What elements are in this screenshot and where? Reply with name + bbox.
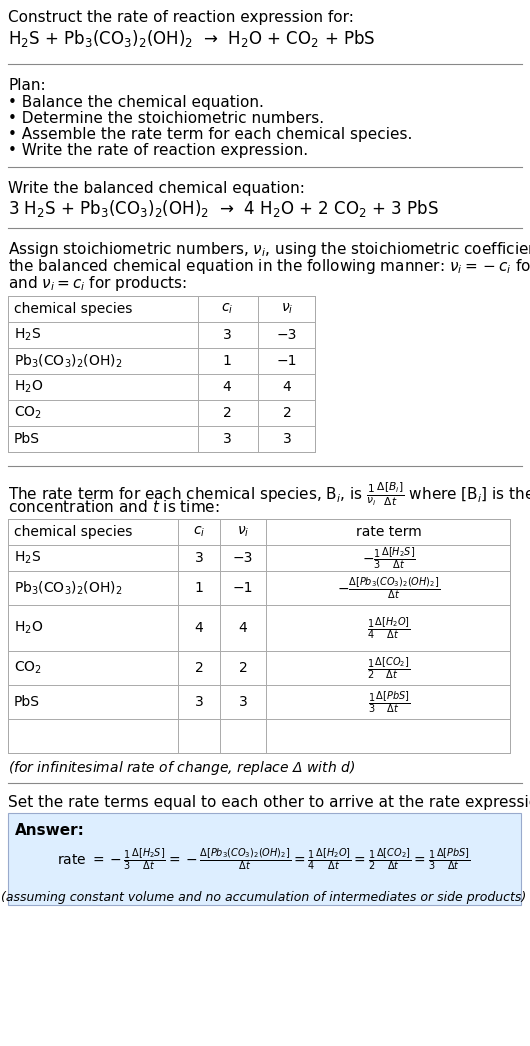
Text: H$_2$O: H$_2$O <box>14 620 43 636</box>
Text: $-\frac{\Delta[Pb_3(CO_3)_2(OH)_2]}{\Delta t}$: $-\frac{\Delta[Pb_3(CO_3)_2(OH)_2]}{\Del… <box>338 575 440 600</box>
Text: 2: 2 <box>223 406 232 420</box>
Text: PbS: PbS <box>14 432 40 446</box>
Text: $-\frac{1}{3}\frac{\Delta[H_2S]}{\Delta t}$: $-\frac{1}{3}\frac{\Delta[H_2S]}{\Delta … <box>362 545 416 571</box>
Text: rate term: rate term <box>356 525 422 539</box>
Text: rate $= -\frac{1}{3}\frac{\Delta[H_2S]}{\Delta t} = -\frac{\Delta[Pb_3(CO_3)_2(O: rate $= -\frac{1}{3}\frac{\Delta[H_2S]}{… <box>57 846 471 872</box>
Text: CO$_2$: CO$_2$ <box>14 405 42 422</box>
Text: H$_2$O: H$_2$O <box>14 379 43 395</box>
Text: −1: −1 <box>277 354 297 368</box>
Text: CO$_2$: CO$_2$ <box>14 660 42 676</box>
Text: −1: −1 <box>233 581 253 595</box>
Text: H$_2$S + Pb$_3$(CO$_3$)$_2$(OH)$_2$  →  H$_2$O + CO$_2$ + PbS: H$_2$S + Pb$_3$(CO$_3$)$_2$(OH)$_2$ → H$… <box>8 28 375 49</box>
Text: 2: 2 <box>238 661 248 675</box>
Text: Assign stoichiometric numbers, $\nu_i$, using the stoichiometric coefficients, $: Assign stoichiometric numbers, $\nu_i$, … <box>8 240 530 259</box>
Text: 4: 4 <box>195 621 204 635</box>
Text: Construct the rate of reaction expression for:: Construct the rate of reaction expressio… <box>8 10 354 25</box>
Text: • Balance the chemical equation.: • Balance the chemical equation. <box>8 95 264 110</box>
Text: 4: 4 <box>238 621 248 635</box>
Text: 1: 1 <box>195 581 204 595</box>
Text: 2: 2 <box>195 661 204 675</box>
Text: $c_i$: $c_i$ <box>221 302 233 316</box>
Text: chemical species: chemical species <box>14 525 132 539</box>
Text: $c_i$: $c_i$ <box>193 525 205 539</box>
Text: (for infinitesimal rate of change, replace Δ with $d$): (for infinitesimal rate of change, repla… <box>8 759 355 777</box>
Text: chemical species: chemical species <box>14 302 132 316</box>
Text: PbS: PbS <box>14 695 40 709</box>
Text: 4: 4 <box>223 380 232 394</box>
Bar <box>8 813 521 905</box>
Text: and $\nu_i = c_i$ for products:: and $\nu_i = c_i$ for products: <box>8 274 187 293</box>
Text: Pb$_3$(CO$_3$)$_2$(OH)$_2$: Pb$_3$(CO$_3$)$_2$(OH)$_2$ <box>14 353 122 369</box>
Text: 2: 2 <box>282 406 292 420</box>
Text: −3: −3 <box>277 328 297 342</box>
Text: $\nu_i$: $\nu_i$ <box>281 302 293 316</box>
Text: Plan:: Plan: <box>8 78 46 93</box>
Text: Pb$_3$(CO$_3$)$_2$(OH)$_2$: Pb$_3$(CO$_3$)$_2$(OH)$_2$ <box>14 579 122 596</box>
Text: 1: 1 <box>223 354 232 368</box>
Text: H$_2$S: H$_2$S <box>14 550 41 566</box>
Text: H$_2$S: H$_2$S <box>14 326 41 343</box>
Text: $\frac{1}{4}\frac{\Delta[H_2O]}{\Delta t}$: $\frac{1}{4}\frac{\Delta[H_2O]}{\Delta t… <box>367 615 411 641</box>
Text: • Write the rate of reaction expression.: • Write the rate of reaction expression. <box>8 143 308 158</box>
Text: 3: 3 <box>195 551 204 565</box>
Text: • Assemble the rate term for each chemical species.: • Assemble the rate term for each chemic… <box>8 127 412 142</box>
Text: 4: 4 <box>282 380 292 394</box>
Text: $\frac{1}{2}\frac{\Delta[CO_2]}{\Delta t}$: $\frac{1}{2}\frac{\Delta[CO_2]}{\Delta t… <box>367 655 411 681</box>
Text: 3: 3 <box>282 432 292 446</box>
Text: Answer:: Answer: <box>15 823 85 838</box>
Text: 3: 3 <box>195 695 204 709</box>
Text: the balanced chemical equation in the following manner: $\nu_i = -c_i$ for react: the balanced chemical equation in the fo… <box>8 257 530 276</box>
Bar <box>8 296 315 452</box>
Text: 3: 3 <box>238 695 248 709</box>
Text: −3: −3 <box>233 551 253 565</box>
Text: 3: 3 <box>223 328 232 342</box>
Text: 3: 3 <box>223 432 232 446</box>
Text: • Determine the stoichiometric numbers.: • Determine the stoichiometric numbers. <box>8 111 324 126</box>
Text: Write the balanced chemical equation:: Write the balanced chemical equation: <box>8 181 305 196</box>
Text: The rate term for each chemical species, B$_i$, is $\frac{1}{\nu_i}\frac{\Delta[: The rate term for each chemical species,… <box>8 480 530 507</box>
Text: $\frac{1}{3}\frac{\Delta[PbS]}{\Delta t}$: $\frac{1}{3}\frac{\Delta[PbS]}{\Delta t}… <box>368 689 410 714</box>
Text: Set the rate terms equal to each other to arrive at the rate expression:: Set the rate terms equal to each other t… <box>8 795 530 810</box>
Text: 3 H$_2$S + Pb$_3$(CO$_3$)$_2$(OH)$_2$  →  4 H$_2$O + 2 CO$_2$ + 3 PbS: 3 H$_2$S + Pb$_3$(CO$_3$)$_2$(OH)$_2$ → … <box>8 198 439 219</box>
Text: $\nu_i$: $\nu_i$ <box>237 525 249 539</box>
Bar <box>8 519 510 753</box>
Text: (assuming constant volume and no accumulation of intermediates or side products): (assuming constant volume and no accumul… <box>2 891 527 904</box>
Text: concentration and $t$ is time:: concentration and $t$ is time: <box>8 499 220 515</box>
